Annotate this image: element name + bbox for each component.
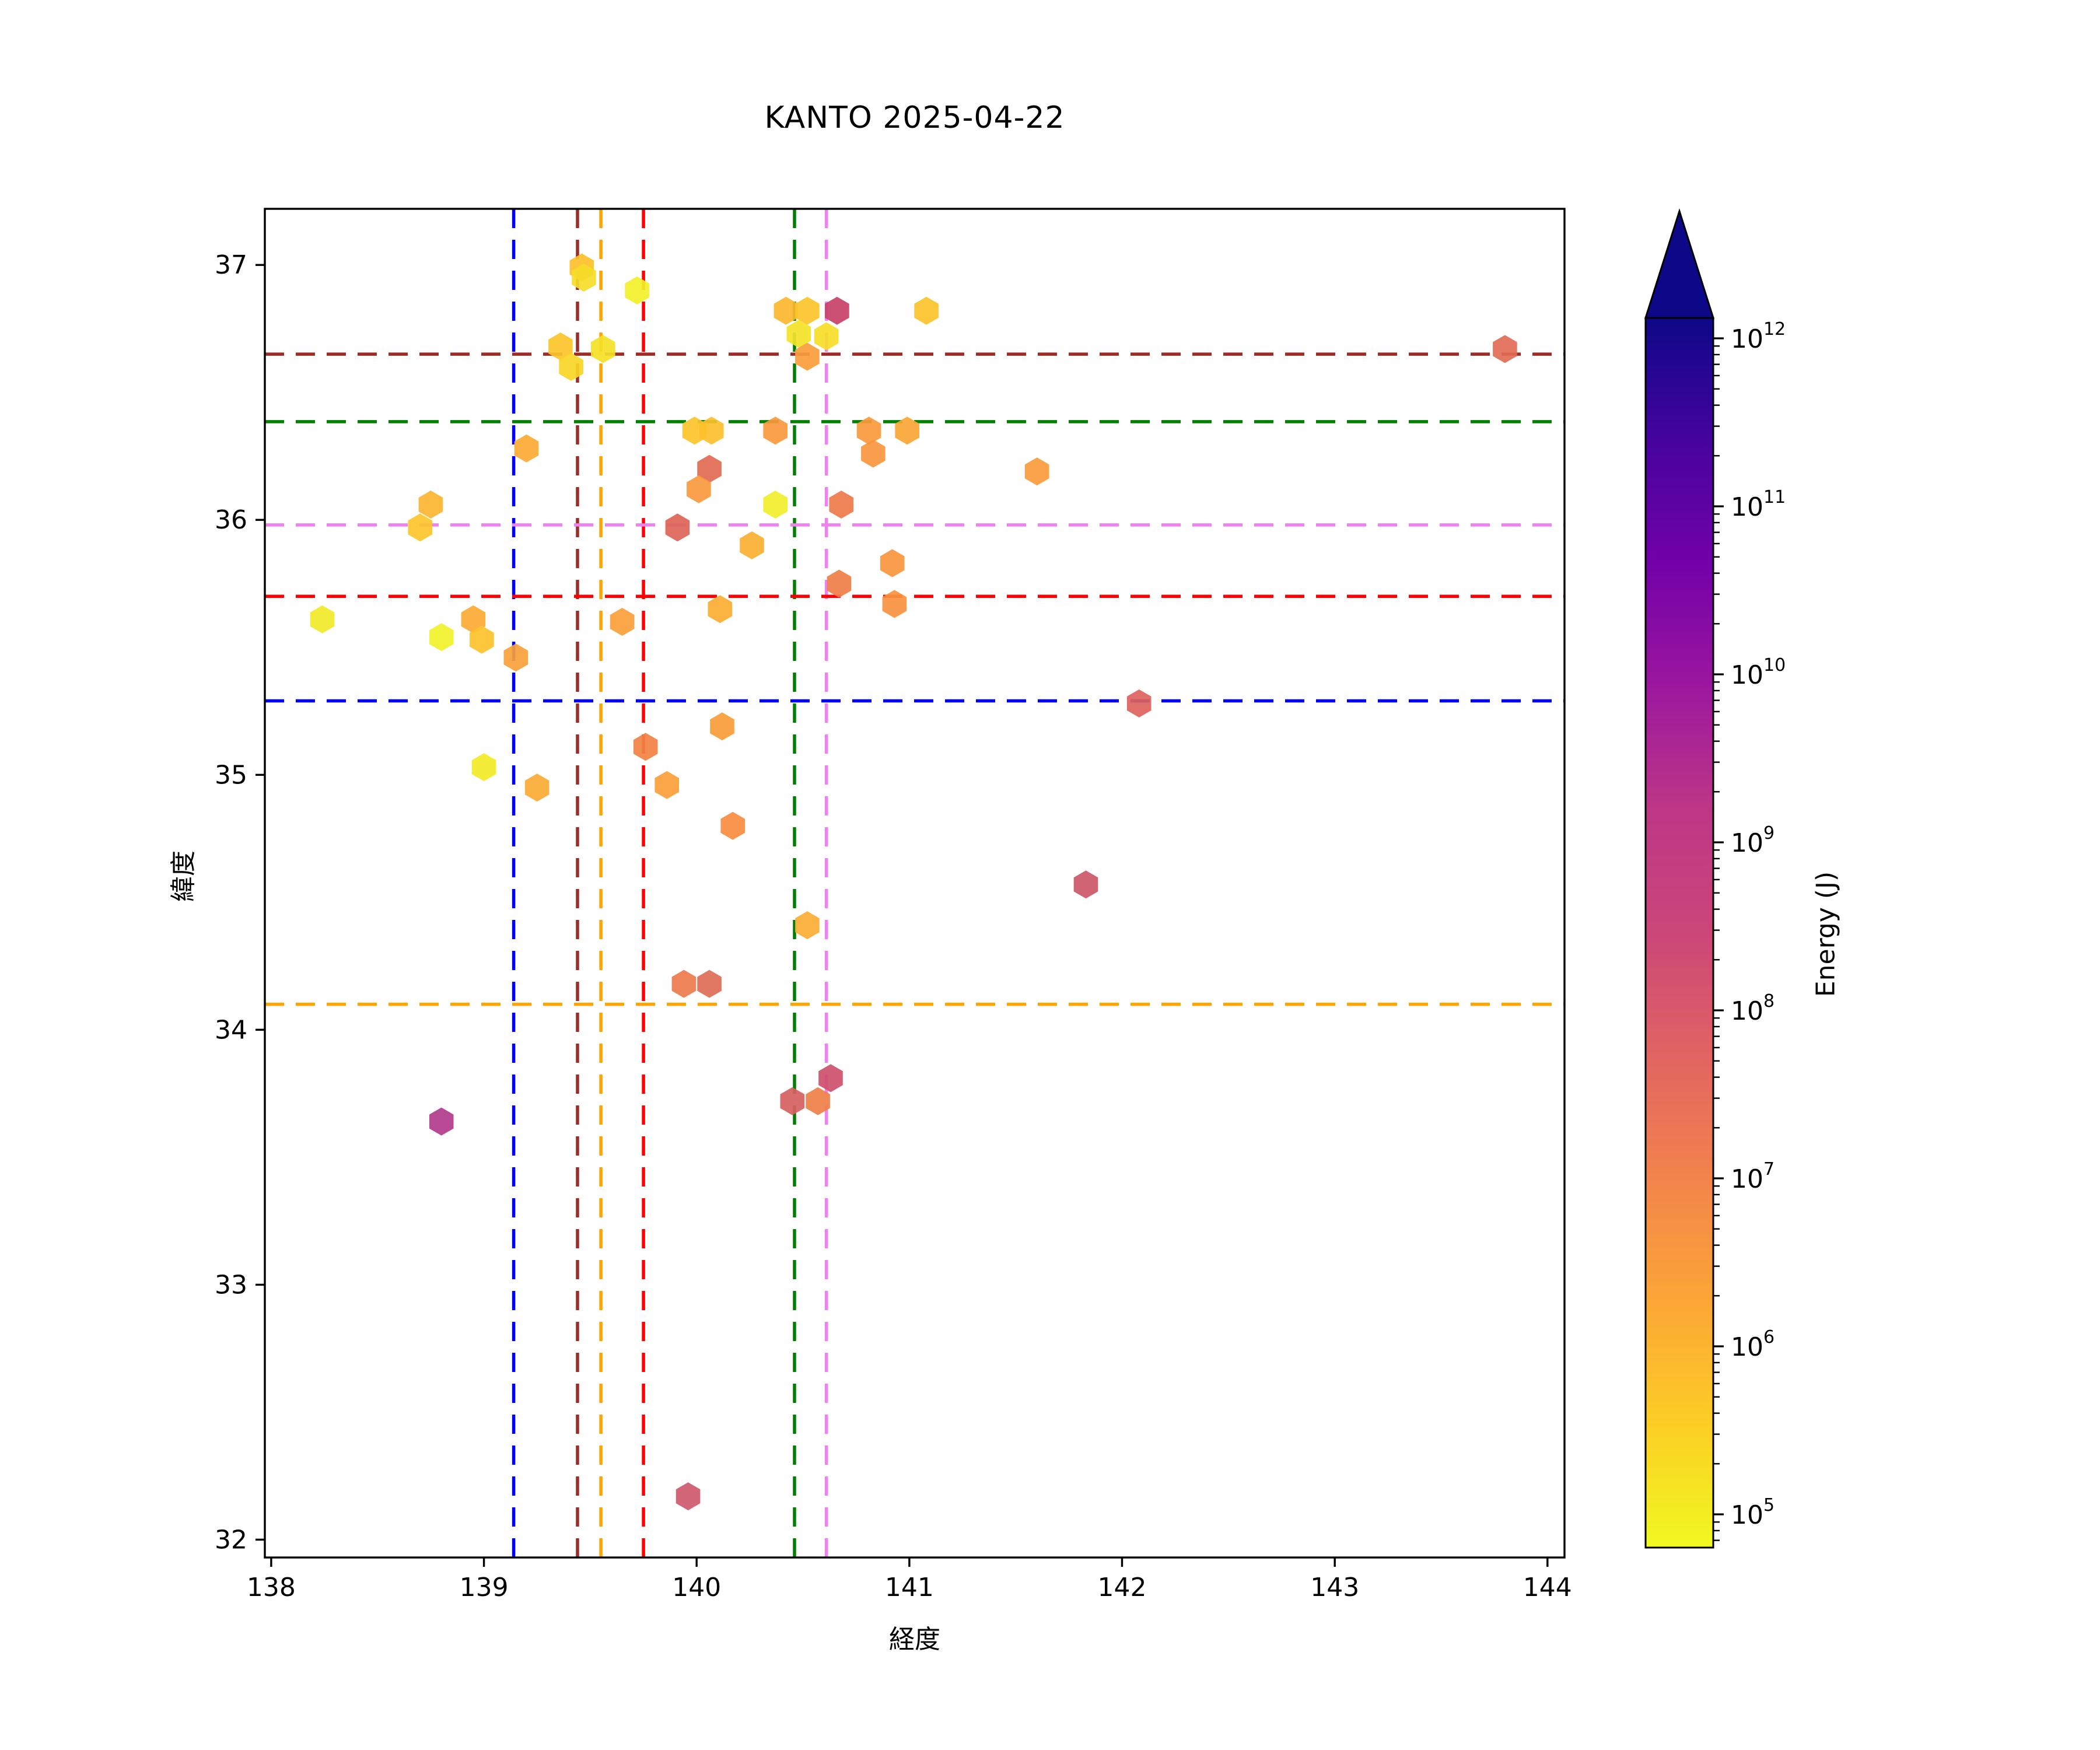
data-point (740, 531, 764, 559)
data-point (720, 811, 745, 840)
x-tick-label: 140 (672, 1573, 721, 1602)
data-point (548, 332, 573, 360)
axes-frame (264, 208, 1566, 1559)
data-point (880, 549, 905, 578)
data-point (774, 296, 799, 325)
data-point (310, 605, 335, 634)
colorbar-tick-label: 105 (1731, 1495, 1774, 1530)
data-point (856, 416, 881, 445)
data-point (829, 491, 853, 519)
data-point (665, 513, 690, 542)
data-point (697, 454, 722, 483)
data-point (895, 416, 919, 445)
data-point (591, 335, 615, 363)
colorbar-tick-label: 108 (1731, 991, 1774, 1026)
data-point (882, 590, 907, 618)
data-point (471, 753, 496, 782)
y-tick-label: 37 (215, 250, 247, 280)
data-point (514, 434, 539, 463)
data-point (795, 911, 820, 940)
data-point (710, 712, 734, 741)
data-point (503, 643, 528, 672)
colorbar-tick-label: 106 (1731, 1327, 1774, 1362)
y-tick-label: 34 (215, 1015, 247, 1045)
data-point (633, 733, 658, 761)
y-tick-label: 32 (215, 1525, 247, 1555)
x-tick-label: 141 (885, 1573, 934, 1602)
y-tick-label: 36 (215, 505, 247, 535)
data-point (814, 322, 839, 351)
colorbar-tick-label: 107 (1731, 1159, 1774, 1194)
y-tick-label: 33 (215, 1270, 247, 1300)
colorbar-tick-label: 1010 (1731, 655, 1786, 690)
data-point (687, 475, 711, 503)
data-point (429, 1107, 454, 1136)
data-point (559, 353, 583, 381)
x-axis-label: 経度 (889, 1625, 940, 1654)
data-point (418, 491, 443, 519)
data-point (780, 1087, 805, 1115)
data-point (408, 513, 432, 542)
data-point (699, 416, 724, 445)
data-point (914, 296, 939, 325)
data-point (461, 605, 486, 634)
x-tick-label: 143 (1310, 1573, 1359, 1602)
data-point (818, 1064, 843, 1093)
y-tick-label: 35 (215, 760, 247, 790)
data-point (676, 1482, 701, 1511)
data-point (827, 569, 852, 598)
data-point (806, 1087, 830, 1115)
y-axis-label: 緯度 (169, 850, 198, 902)
x-tick-label: 142 (1098, 1573, 1147, 1602)
colorbar-arrow (1644, 208, 1715, 319)
data-point (697, 970, 722, 998)
x-tick-label: 144 (1523, 1573, 1572, 1602)
data-point (795, 296, 820, 325)
data-point (524, 774, 550, 802)
data-point (654, 771, 679, 799)
colorbar-tick-label: 1012 (1731, 319, 1786, 354)
data-point (1024, 457, 1049, 486)
data-point (610, 608, 635, 636)
data-point (671, 970, 696, 998)
colorbar-label: Energy (J) (1811, 871, 1841, 998)
x-tick-label: 138 (247, 1573, 296, 1602)
data-point (572, 264, 596, 292)
data-point (763, 491, 788, 519)
x-tick-label: 139 (460, 1573, 509, 1602)
data-point (1126, 689, 1152, 718)
data-point (470, 625, 494, 654)
data-point (763, 416, 788, 445)
data-point (708, 595, 733, 624)
data-point (1493, 335, 1517, 363)
data-point (861, 439, 886, 468)
data-point (825, 296, 849, 325)
colorbar-tick-label: 1011 (1731, 487, 1786, 522)
colorbar-bar (1644, 317, 1714, 1549)
data-point (795, 342, 820, 371)
data-point (786, 320, 811, 348)
chart-title: KANTO 2025-04-22 (764, 100, 1065, 135)
data-point (1073, 870, 1098, 899)
data-point (429, 623, 454, 652)
colorbar-tick-label: 109 (1731, 823, 1774, 858)
data-point (625, 276, 649, 304)
